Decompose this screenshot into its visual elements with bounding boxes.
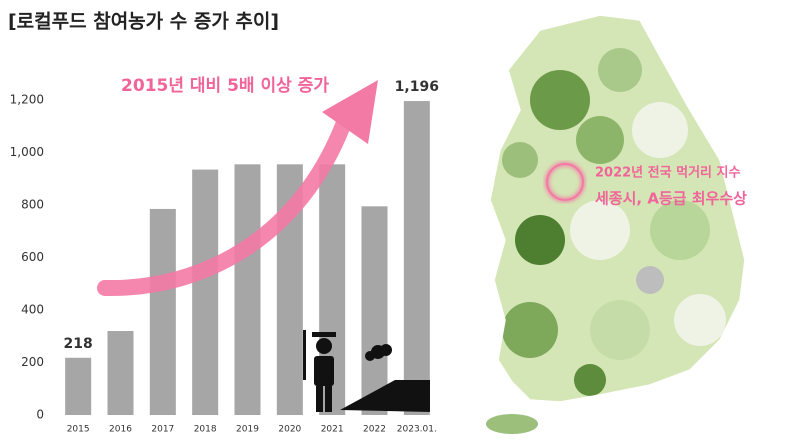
bar	[192, 169, 219, 415]
map-annotation: 2022년 전국 먹거리 지수	[595, 165, 740, 181]
y-tick-label: 1,200	[10, 93, 44, 107]
x-tick-label: 2020	[278, 425, 301, 435]
bar	[65, 357, 92, 415]
x-tick-label: 2018	[194, 425, 217, 435]
bar	[403, 101, 430, 416]
y-tick-label: 0	[36, 408, 44, 422]
jeju	[486, 414, 538, 434]
farmer-icon	[303, 330, 430, 412]
chart-title: [로컬푸드 참여농가 수 증가 추이]	[8, 11, 279, 33]
bar	[149, 208, 176, 415]
y-tick-label: 400	[21, 303, 44, 317]
bar	[107, 331, 134, 415]
bar	[361, 206, 388, 415]
x-tick-label: 2022	[363, 425, 386, 435]
bar	[234, 164, 261, 415]
x-tick-label: 2023.01.	[397, 425, 437, 435]
trend-arrow	[97, 112, 353, 297]
y-tick-label: 1,000	[10, 145, 44, 159]
x-tick-label: 2016	[109, 425, 132, 435]
sejong-ring	[546, 163, 584, 201]
data-label: 218	[64, 336, 93, 352]
y-tick-label: 800	[21, 198, 44, 212]
y-tick-label: 200	[21, 355, 44, 369]
korea-map	[490, 15, 745, 402]
x-tick-label: 2021	[321, 425, 344, 435]
data-label: 1,196	[395, 79, 439, 95]
x-tick-label: 2019	[236, 425, 259, 435]
annotation: 2015년 대비 5배 이상 증가	[121, 76, 329, 96]
arrow-head	[322, 80, 378, 144]
x-tick-label: 2015	[67, 425, 90, 435]
map-outline	[489, 14, 746, 403]
y-tick-label: 600	[21, 250, 44, 264]
map-annotation: 세종시, A등급 최우수상	[595, 190, 747, 208]
x-tick-label: 2017	[151, 425, 174, 435]
